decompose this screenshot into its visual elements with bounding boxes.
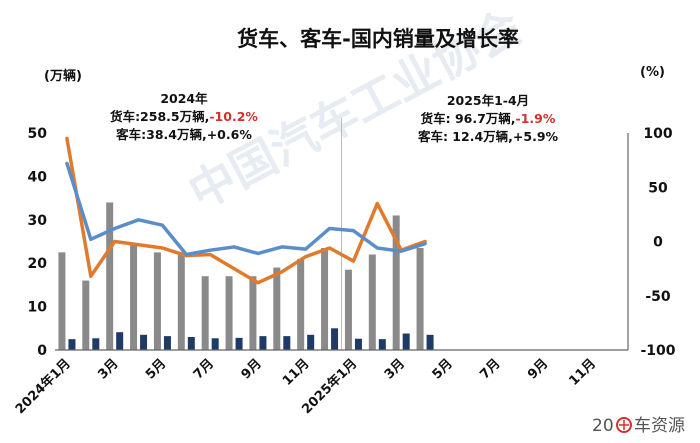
bar-1 [259,336,267,350]
annotation-2024-truck-growth: -10.2% [209,109,258,124]
bar-1 [378,339,386,350]
bar-1 [307,334,315,350]
left-tick-label: 40 [28,169,48,185]
right-tick-label: -50 [645,289,671,305]
line-series-1 [65,161,427,257]
line-series-0 [65,136,427,285]
bar-1 [187,336,195,350]
left-axis-unit: (万辆) [44,68,82,84]
bar-1 [116,332,124,350]
x-tick-label: 9月 [525,356,551,382]
x-tick-label: 7月 [477,356,503,382]
x-tick-label: 2024年1月 [12,356,74,418]
x-tick-label: 11月 [566,356,599,389]
bar-0 [392,215,400,350]
bar-0 [130,243,138,350]
bar-1 [211,338,219,350]
bar-1 [426,334,434,350]
bar-1 [354,338,362,350]
left-tick-label: 20 [28,256,48,272]
bar-1 [331,328,339,350]
x-tick-label: 3月 [95,356,121,382]
left-tick-label: 50 [28,126,48,142]
bar-0 [273,267,281,350]
bar-0 [416,248,424,350]
bar-1 [140,334,148,350]
bar-1 [163,336,171,350]
right-axis-unit: (%) [640,65,665,80]
brand-logo-icon [616,417,632,433]
right-tick-label: 0 [653,235,663,251]
bar-0 [82,280,90,350]
annotation-2025-bus: 客车: 12.4万辆,+5.9% [417,129,559,144]
left-tick-label: 0 [37,343,47,359]
page-number: 20 [592,416,614,436]
x-tick-label: 11月 [280,356,313,389]
bar-1 [283,336,291,350]
annotation-2024-heading: 2024年 [160,91,208,106]
bar-0 [368,254,376,350]
right-tick-label: 50 [648,180,668,196]
bar-1 [92,338,100,350]
brand-name: 车资源 [634,416,685,436]
bar-0 [153,252,161,350]
annotation-2025-truck-prefix: 货车: 96.7万辆, [421,111,516,126]
annotation-2025-truck-growth: -1.9% [516,111,556,126]
left-tick-label: 10 [28,300,48,316]
x-tick-label: 5月 [430,356,456,382]
bar-0 [58,252,66,350]
bar-1 [235,337,243,350]
bar-0 [225,276,233,350]
bar-1 [402,333,410,350]
left-tick-label: 30 [28,213,48,229]
x-tick-label: 9月 [239,356,265,382]
bar-0 [106,202,114,350]
bar-0 [297,258,305,350]
bar-0 [321,248,329,350]
chart-title: 货车、客车-国内销量及增长率 [237,27,519,51]
annotation-2024-bus: 客车:38.4万辆,+0.6% [115,127,252,142]
right-tick-label: -100 [640,343,675,359]
bar-0 [201,276,209,350]
annotation-2025-truck: 货车: 96.7万辆,-1.9% [421,111,556,126]
bar-0 [344,269,352,350]
bar-0 [177,252,185,350]
bar-1 [68,339,76,350]
x-tick-label: 5月 [143,356,169,382]
bar-0 [249,276,257,350]
right-tick-label: 100 [643,126,672,142]
x-tick-label: 3月 [382,356,408,382]
annotation-2024-truck-prefix: 货车:258.5万辆, [110,109,209,124]
annotation-2025-heading: 2025年1-4月 [447,93,529,108]
annotation-2024-truck: 货车:258.5万辆,-10.2% [110,109,258,124]
x-tick-label: 7月 [191,356,217,382]
